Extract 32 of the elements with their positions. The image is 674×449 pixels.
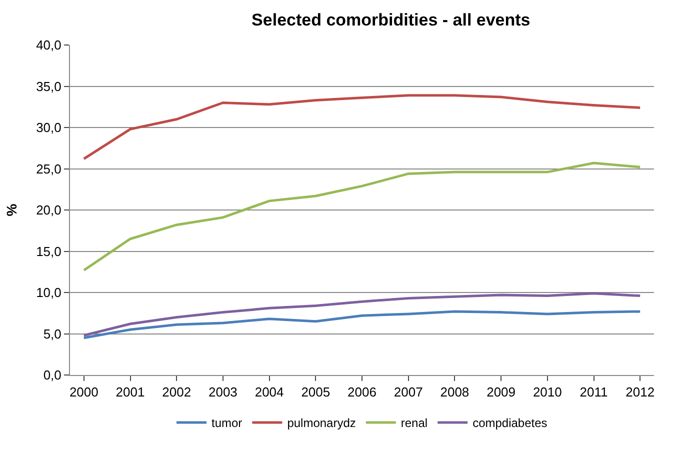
line-series bbox=[82, 292, 642, 337]
x-tick-label: 2008 bbox=[440, 384, 470, 400]
y-tick-label: 15,0 bbox=[36, 244, 62, 259]
x-tick-label: 2001 bbox=[116, 384, 145, 400]
x-tick-label: 2005 bbox=[301, 384, 330, 400]
y-tick-label: 10,0 bbox=[36, 285, 62, 300]
x-tick-label: 2007 bbox=[394, 384, 423, 400]
x-tick-label: 2002 bbox=[162, 384, 192, 400]
y-tick-label: 30,0 bbox=[36, 120, 62, 136]
x-tick-label: 2000 bbox=[69, 384, 98, 400]
x-tick-label: 2009 bbox=[486, 384, 516, 400]
x-tick-label: 2004 bbox=[254, 384, 284, 400]
chart-title: Selected comorbidities - all events bbox=[252, 10, 530, 30]
x-tick-label: 2006 bbox=[348, 384, 376, 400]
legend-label: renal bbox=[400, 416, 428, 430]
y-tick-label: 0,0 bbox=[43, 368, 62, 383]
legend-label: tumor bbox=[212, 416, 242, 430]
x-tick-label: 2011 bbox=[580, 384, 608, 400]
x-tick-label: 2010 bbox=[532, 384, 562, 400]
line-series bbox=[82, 310, 642, 340]
y-tick-label: 40,0 bbox=[36, 38, 62, 53]
legend-label: compdiabetes bbox=[472, 416, 548, 430]
y-tick-label: 20,0 bbox=[36, 202, 62, 218]
line-series bbox=[82, 162, 642, 272]
legend-label: pulmonarydz bbox=[287, 416, 356, 430]
y-tick-label: 25,0 bbox=[36, 161, 62, 176]
x-tick-label: 2012 bbox=[626, 384, 655, 400]
y-axis-title: % bbox=[4, 203, 20, 216]
y-tick-label: 35,0 bbox=[36, 78, 62, 94]
line-series bbox=[82, 94, 642, 160]
x-tick-label: 2003 bbox=[208, 384, 238, 400]
y-tick-label: 5,0 bbox=[43, 326, 62, 342]
